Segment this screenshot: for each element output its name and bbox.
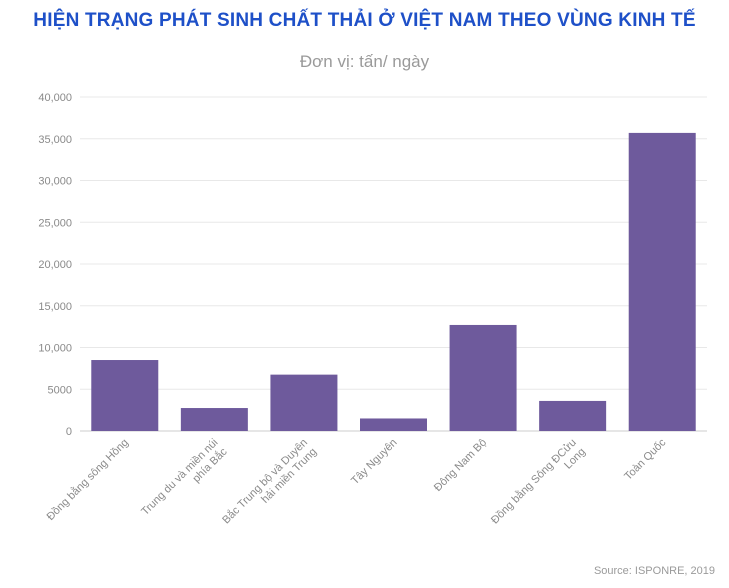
chart-title: HIỆN TRẠNG PHÁT SINH CHẤT THẢI Ở VIỆT NA… — [33, 10, 696, 31]
x-axis-ticks: Đồng bằng sông Hồng Trung du và miền núip… — [44, 436, 669, 527]
x-tick-label: Tây Nguyên — [349, 437, 399, 487]
gridlines — [80, 96, 707, 432]
y-tick-label: 10,000 — [38, 343, 72, 355]
x-tick-label: Đồng bằng sông Hồng — [44, 436, 131, 523]
x-tick-label-line: Tây Nguyên — [349, 437, 399, 487]
y-tick-label: 30,000 — [38, 176, 72, 188]
y-tick-label: 0 — [66, 426, 72, 438]
x-tick-label-line: Trung du và miền núi — [139, 437, 220, 518]
y-tick-label: 40,000 — [38, 92, 72, 104]
x-tick-label-line: Đồng bằng sông Hồng — [44, 436, 131, 523]
x-tick-label: Toàn Quốc — [622, 436, 668, 482]
y-tick-label: 25,000 — [38, 217, 72, 229]
y-tick-label: 20,000 — [38, 259, 72, 271]
x-tick-label-line: Đông Nam Bộ — [432, 437, 489, 494]
bar — [360, 418, 427, 431]
x-tick-label-line: Đồng bằng Sông ĐCửu — [488, 436, 579, 527]
source-note: Source: ISPONRE, 2019 — [593, 565, 715, 577]
x-tick-label-line: Toàn Quốc — [622, 436, 668, 482]
y-tick-label: 35,000 — [38, 134, 72, 146]
chart-subtitle: Đơn vị: tấn/ ngày — [299, 52, 430, 71]
bar — [91, 360, 159, 431]
bar — [180, 408, 248, 431]
bars — [91, 132, 696, 431]
y-tick-label: 5000 — [48, 384, 72, 396]
x-tick-label-line: Bắc Trung bộ và Duyên — [220, 436, 310, 526]
y-axis-ticks: 0 5000 10,000 15,000 20,000 25,000 30,000 35,00… — [38, 92, 72, 438]
y-tick-label: 15,000 — [38, 301, 72, 313]
bar — [449, 324, 517, 431]
bar — [539, 400, 607, 431]
bar — [270, 374, 338, 431]
bar — [628, 132, 696, 431]
x-tick-label: Đông Nam Bộ — [432, 437, 489, 494]
